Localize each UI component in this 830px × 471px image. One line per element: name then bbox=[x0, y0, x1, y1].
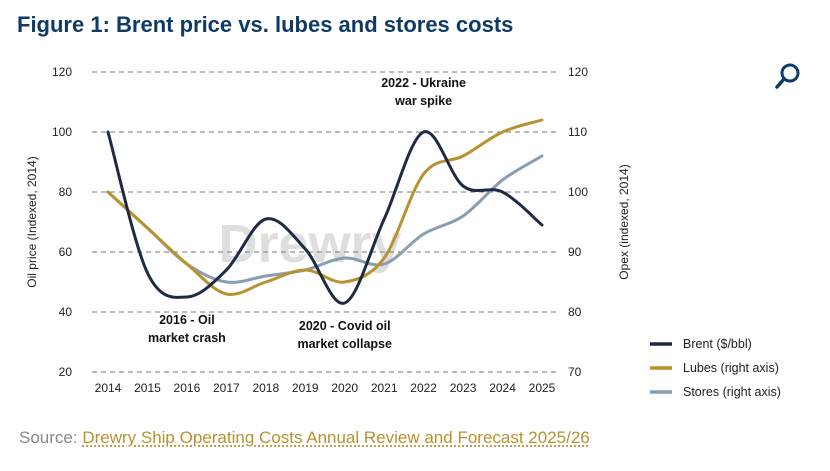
y-left-tick-label: 40 bbox=[59, 305, 73, 319]
x-tick-label: 2018 bbox=[252, 381, 279, 395]
y-left-tick-label: 120 bbox=[52, 65, 72, 79]
y-right-tick-label: 90 bbox=[568, 245, 582, 259]
annotation-text: 2020 - Covid oil bbox=[299, 319, 391, 333]
y-left-tick-label: 60 bbox=[59, 245, 73, 259]
x-tick-label: 2022 bbox=[410, 381, 437, 395]
x-tick-label: 2016 bbox=[174, 381, 201, 395]
x-tick-label: 2017 bbox=[213, 381, 240, 395]
search-icon bbox=[775, 63, 800, 89]
series-line-brent bbox=[106, 130, 544, 305]
x-tick-label: 2024 bbox=[489, 381, 516, 395]
x-tick-label: 2020 bbox=[331, 381, 358, 395]
series-line-lubes bbox=[106, 118, 544, 297]
annotation-text: market crash bbox=[148, 331, 226, 345]
y-right-tick-label: 80 bbox=[568, 305, 582, 319]
y-left-axis-label: Oil price (Indexed, 2014) bbox=[25, 156, 39, 287]
annotation-text: war spike bbox=[394, 94, 452, 108]
y-left-tick-label: 80 bbox=[59, 185, 73, 199]
x-tick-label: 2019 bbox=[292, 381, 319, 395]
annotation-text: market collapse bbox=[297, 337, 392, 351]
x-tick-label: 2025 bbox=[529, 381, 556, 395]
y-right-tick-label: 110 bbox=[568, 125, 587, 139]
y-left-tick-label: 20 bbox=[59, 365, 73, 379]
annotation-text: 2022 - Ukraine bbox=[381, 76, 466, 90]
x-tick-label: 2014 bbox=[95, 381, 122, 395]
search-button[interactable] bbox=[770, 58, 806, 94]
source-link[interactable]: Drewry Ship Operating Costs Annual Revie… bbox=[82, 428, 590, 447]
y-right-tick-label: 120 bbox=[568, 65, 588, 79]
source-note: Source: Drewry Ship Operating Costs Annu… bbox=[19, 428, 590, 448]
x-tick-label: 2021 bbox=[371, 381, 398, 395]
y-right-tick-label: 100 bbox=[568, 185, 588, 199]
y-right-tick-label: 70 bbox=[568, 365, 582, 379]
legend-label-stores: Stores (right axis) bbox=[683, 385, 781, 399]
annotation-text: 2016 - Oil bbox=[159, 313, 215, 327]
figure-title: Figure 1: Brent price vs. lubes and stor… bbox=[17, 12, 514, 37]
legend-label-lubes: Lubes (right axis) bbox=[683, 361, 779, 375]
legend-label-brent: Brent ($/bbl) bbox=[683, 337, 752, 351]
x-tick-label: 2023 bbox=[450, 381, 477, 395]
y-left-tick-label: 100 bbox=[52, 125, 72, 139]
x-tick-label: 2015 bbox=[134, 381, 161, 395]
source-prefix: Source: bbox=[19, 428, 83, 447]
y-right-axis-label: Opex (indexed, 2014) bbox=[617, 164, 631, 279]
